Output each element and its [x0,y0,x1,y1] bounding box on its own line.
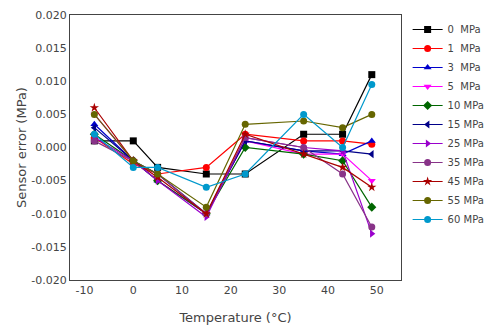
svg-text:3 MPa: 3 MPa [448,62,481,73]
svg-text:Sensor error (MPa): Sensor error (MPa) [14,87,29,208]
svg-text:-0.020: -0.020 [31,274,66,287]
svg-text:35 MPa: 35 MPa [448,157,484,168]
svg-text:10 MPa: 10 MPa [448,100,484,111]
svg-text:50: 50 [370,284,384,297]
svg-text:-0.015: -0.015 [31,241,66,254]
svg-text:-0.010: -0.010 [31,208,66,221]
svg-text:-0.005: -0.005 [31,174,66,187]
svg-text:0.015: 0.015 [35,42,67,55]
svg-text:10: 10 [175,284,189,297]
svg-text:25 MPa: 25 MPa [448,138,484,149]
svg-text:30: 30 [272,284,286,297]
svg-text:15 MPa: 15 MPa [448,119,484,130]
svg-text:60 MPa: 60 MPa [448,214,484,225]
svg-text:1 MPa: 1 MPa [448,43,481,54]
svg-text:0.010: 0.010 [35,75,67,88]
svg-text:20: 20 [224,284,238,297]
svg-text:40: 40 [321,284,335,297]
svg-text:0.005: 0.005 [35,108,67,121]
svg-text:-10: -10 [76,284,94,297]
svg-text:Temperature (°C): Temperature (°C) [178,310,291,325]
svg-text:45 MPa: 45 MPa [448,176,484,187]
svg-text:0.020: 0.020 [35,9,67,22]
svg-text:0.000: 0.000 [35,141,67,154]
svg-text:55 MPa: 55 MPa [448,195,484,206]
svg-text:0 MPa: 0 MPa [448,24,481,35]
svg-text:5 MPa: 5 MPa [448,81,481,92]
svg-text:0: 0 [130,284,137,297]
